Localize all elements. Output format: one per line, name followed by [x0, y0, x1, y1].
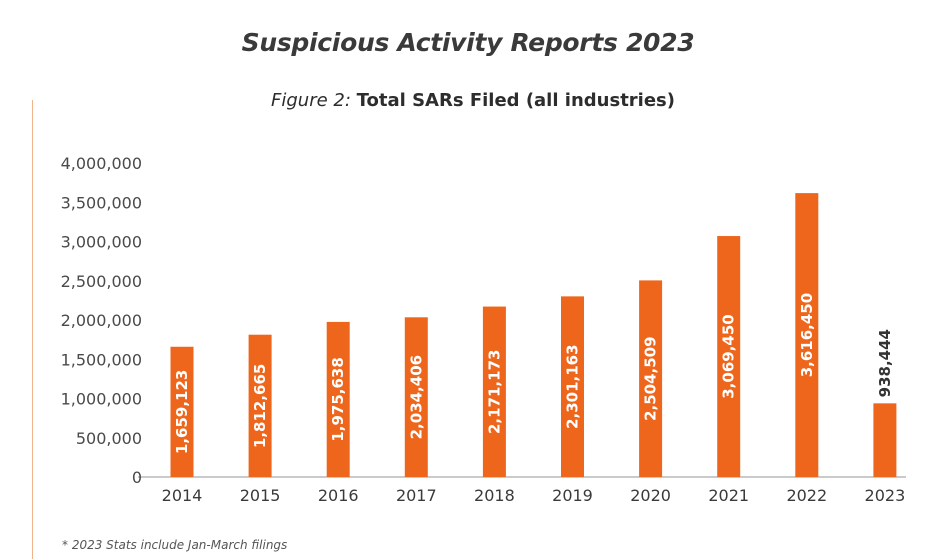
data-label: 2,504,509	[642, 336, 660, 420]
bar-2016	[326, 321, 350, 477]
data-label: 3,069,450	[720, 314, 738, 398]
chart-title: Suspicious Activity Reports 2023	[241, 28, 695, 57]
bar-2018	[482, 306, 506, 477]
chart-subtitle: Figure 2: Total SARs Filed (all industri…	[0, 90, 936, 111]
y-tick-label: 3,500,000	[61, 193, 142, 212]
y-tick-label: 1,500,000	[61, 350, 142, 369]
data-label: 938,444	[876, 329, 894, 397]
data-label: 1,659,123	[173, 370, 191, 454]
y-tick-label: 4,000,000	[61, 154, 142, 173]
data-label: 3,616,450	[798, 293, 816, 377]
y-tick-label: 2,000,000	[61, 311, 142, 330]
x-tick-label: 2015	[240, 486, 281, 505]
bars	[170, 193, 897, 477]
figure-number: Figure 2:	[271, 90, 351, 111]
x-tick-label: 2023	[865, 486, 906, 505]
x-tick-label: 2021	[708, 486, 749, 505]
data-labels: 1,659,123 1,812,665 1,975,638 2,034,406 2,17…	[173, 293, 894, 454]
x-tick-label: 2018	[474, 486, 515, 505]
bar-2017	[404, 317, 428, 477]
x-tick-label: 2016	[318, 486, 359, 505]
bar-2015	[248, 334, 272, 477]
bar-2020	[639, 280, 663, 477]
x-tick-label: 2017	[396, 486, 437, 505]
y-tick-label: 500,000	[76, 429, 142, 448]
data-label: 2,171,173	[485, 350, 503, 434]
x-tick-label: 2014	[162, 486, 203, 505]
y-tick-label: 2,500,000	[61, 272, 142, 291]
y-tick-label: 0	[132, 468, 142, 487]
y-tick-label: 3,000,000	[61, 233, 142, 252]
bar-2014	[170, 346, 194, 477]
x-tick-label: 2022	[786, 486, 827, 505]
bar-2023	[873, 403, 897, 477]
data-label: 1,975,638	[329, 357, 347, 441]
y-tick-label: 1,000,000	[61, 390, 142, 409]
side-divider-line	[32, 100, 33, 559]
footnote: * 2023 Stats include Jan-March filings	[62, 538, 288, 552]
bar-2019	[561, 296, 584, 477]
x-tick-label: 2019	[552, 486, 593, 505]
data-label: 1,812,665	[251, 364, 269, 448]
figure-caption: Total SARs Filed (all industries)	[356, 90, 675, 111]
x-axis-ticks: 2014 2015 2016 2017 2018 2019 2020 2021 2022 2023	[162, 486, 906, 505]
x-tick-label: 2020	[630, 486, 671, 505]
bar-2021	[717, 236, 741, 477]
bar-2022	[795, 193, 819, 477]
data-label: 2,301,163	[564, 344, 582, 428]
data-label: 2,034,406	[407, 355, 425, 439]
y-axis-ticks: 0 500,000 1,000,000 1,500,000 2,000,000 2,500…	[61, 154, 142, 487]
